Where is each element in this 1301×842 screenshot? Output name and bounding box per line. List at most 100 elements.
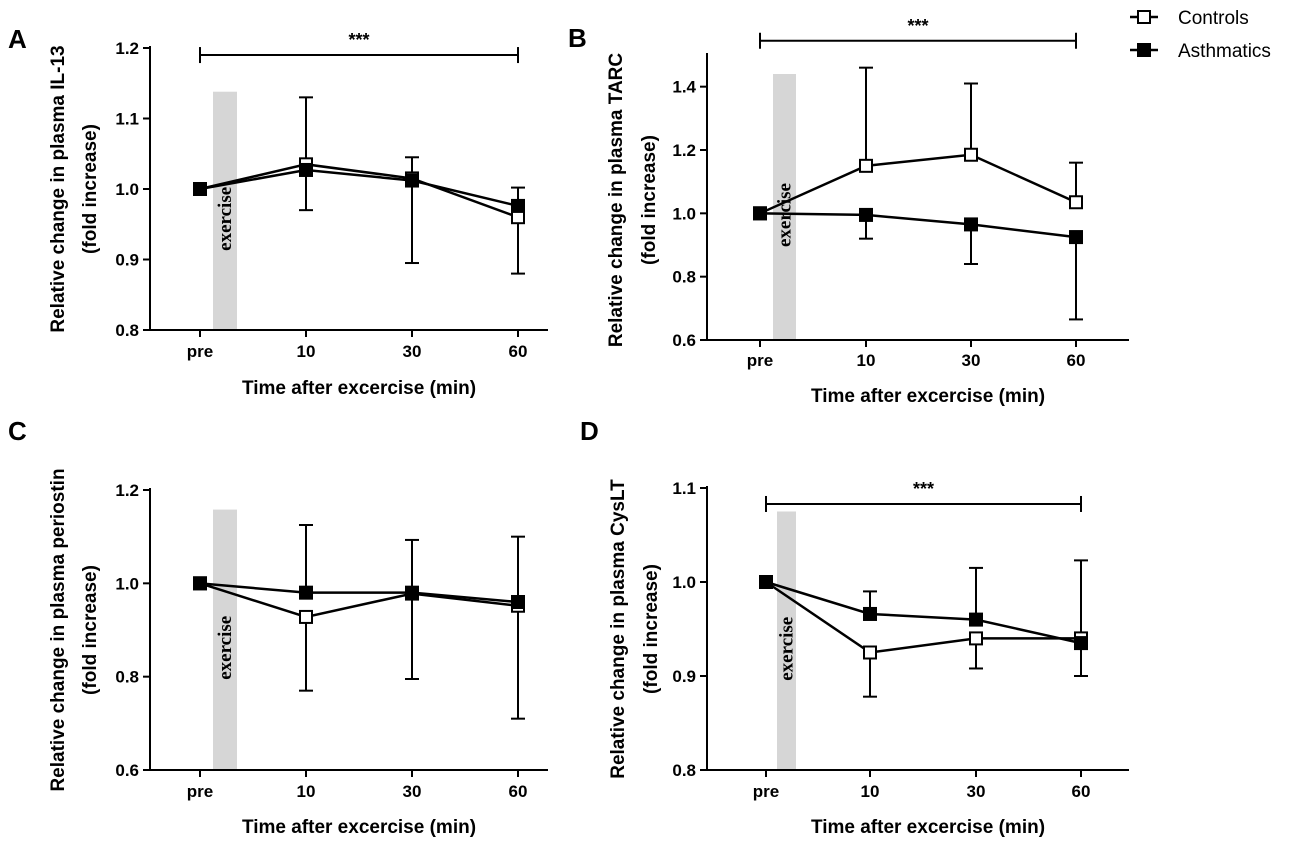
- y-tick-label-b: 0.8: [672, 268, 696, 287]
- data-point-asthmatics-c: [511, 595, 525, 609]
- y-tick-label-a: 1.2: [115, 39, 139, 58]
- y-tick-label-d: 1.1: [672, 479, 696, 498]
- x-tick-label-d: pre: [753, 782, 779, 801]
- data-point-asthmatics-c: [299, 585, 313, 600]
- data-point-controls-b: [964, 147, 978, 162]
- data-point-asthmatics-d: [759, 575, 773, 589]
- x-tick-label-b: 30: [962, 351, 981, 370]
- x-axis-title-d: Time after excercise (min): [811, 817, 1045, 838]
- data-point-controls-d: [969, 631, 983, 646]
- y-axis-title-c: Relative change in plasma periostin: [48, 468, 69, 791]
- series-line-controls-a: [199, 163, 519, 219]
- data-point-asthmatics-d: [863, 606, 877, 621]
- data-point-asthmatics-a: [511, 198, 525, 213]
- data-point-asthmatics-b: [753, 206, 767, 221]
- y-axis-subtitle-c: (fold increase): [80, 565, 101, 695]
- series-line-asthmatics-d: [765, 580, 1082, 645]
- series-line-asthmatics-b: [759, 212, 1077, 239]
- data-point-asthmatics-a: [193, 182, 207, 196]
- y-tick-label-b: 1.0: [672, 204, 696, 223]
- x-axis-title-b: Time after excercise (min): [811, 386, 1045, 407]
- exercise-label-a: exercise: [215, 187, 236, 251]
- data-point-asthmatics-b: [1069, 230, 1083, 245]
- series-line-controls-d: [765, 580, 1081, 654]
- x-tick-label-d: 30: [967, 782, 986, 801]
- y-tick-label-b: 0.6: [672, 331, 696, 350]
- series-line-asthmatics-a: [199, 168, 519, 208]
- data-point-controls-b: [859, 158, 873, 173]
- y-axis-title-a: Relative change in plasma IL-13: [48, 45, 69, 332]
- x-tick-label-d: 60: [1072, 782, 1091, 801]
- x-axis-title-a: Time after excercise (min): [242, 378, 476, 399]
- exercise-band-d: [777, 511, 796, 770]
- sig-label-d: ***: [913, 479, 934, 499]
- y-axis-subtitle-b: (fold increase): [639, 135, 660, 265]
- legend-item-controls: Controls: [1130, 8, 1249, 29]
- series-asthmatics-a: [193, 162, 525, 265]
- exercise-band-c: [213, 509, 237, 770]
- y-tick-label-c: 0.6: [115, 761, 139, 780]
- data-point-asthmatics-d: [1074, 636, 1088, 651]
- y-tick-label-a: 0.8: [115, 321, 139, 340]
- exercise-band-a: [213, 91, 237, 331]
- y-axis-title-b: Relative change in plasma TARC: [606, 53, 627, 348]
- y-tick-label-b: 1.2: [672, 141, 696, 160]
- data-point-controls-c: [299, 609, 313, 624]
- y-axis-subtitle-d: (fold increase): [641, 564, 662, 694]
- series-asthmatics-d: [759, 566, 1088, 677]
- y-axis-subtitle-a: (fold increase): [80, 124, 101, 254]
- x-tick-label-a: pre: [187, 342, 213, 361]
- panel-letter-b: B: [568, 23, 587, 53]
- y-axis-title-d: Relative change in plasma CysLT: [608, 479, 629, 779]
- series-controls-d: [759, 559, 1088, 698]
- data-point-controls-a: [511, 210, 525, 225]
- y-tick-label-a: 1.0: [115, 180, 139, 199]
- data-point-asthmatics-b: [859, 207, 873, 222]
- data-point-controls-b: [1069, 195, 1083, 210]
- series-controls-a: [193, 96, 525, 275]
- legend-controls-marker: [1137, 10, 1151, 24]
- legend-item-asthmatics: Asthmatics: [1130, 41, 1271, 62]
- exercise-band-b: [773, 74, 796, 340]
- sig-label-a: ***: [348, 30, 369, 50]
- panel-letter-c: C: [8, 416, 27, 446]
- series-controls-c: [193, 535, 525, 720]
- y-tick-label-a: 0.9: [115, 251, 139, 270]
- data-point-asthmatics-b: [964, 217, 978, 232]
- panel-letter-a: A: [8, 24, 27, 54]
- x-tick-label-b: 10: [857, 351, 876, 370]
- panel-letter-d: D: [580, 416, 599, 446]
- x-tick-label-a: 60: [509, 342, 528, 361]
- y-tick-label-c: 1.0: [115, 574, 139, 593]
- data-point-controls-d: [863, 645, 877, 660]
- x-tick-label-c: 30: [403, 782, 422, 801]
- y-tick-label-c: 1.2: [115, 481, 139, 500]
- legend-asthmatics-label: Asthmatics: [1178, 41, 1271, 62]
- series-asthmatics-c: [193, 524, 525, 609]
- data-point-asthmatics-c: [193, 576, 207, 591]
- series-controls-b: [753, 66, 1083, 221]
- x-tick-label-c: pre: [187, 782, 213, 801]
- series-line-controls-c: [199, 582, 519, 619]
- legend: Controls Asthmatics: [1130, 8, 1271, 62]
- x-tick-label-a: 10: [297, 342, 316, 361]
- x-tick-label-c: 60: [509, 782, 528, 801]
- sig-label-b: ***: [907, 16, 928, 36]
- x-tick-label-c: 10: [297, 782, 316, 801]
- x-tick-label-b: pre: [747, 351, 773, 370]
- data-point-asthmatics-d: [969, 612, 983, 627]
- data-point-asthmatics-a: [299, 162, 313, 177]
- x-tick-label-b: 60: [1067, 351, 1086, 370]
- series-line-asthmatics-c: [199, 582, 519, 604]
- legend-asthmatics-marker: [1137, 43, 1151, 57]
- exercise-label-d: exercise: [777, 617, 798, 681]
- series-line-controls-b: [759, 153, 1077, 215]
- legend-controls-label: Controls: [1178, 8, 1249, 29]
- series-asthmatics-b: [753, 206, 1083, 321]
